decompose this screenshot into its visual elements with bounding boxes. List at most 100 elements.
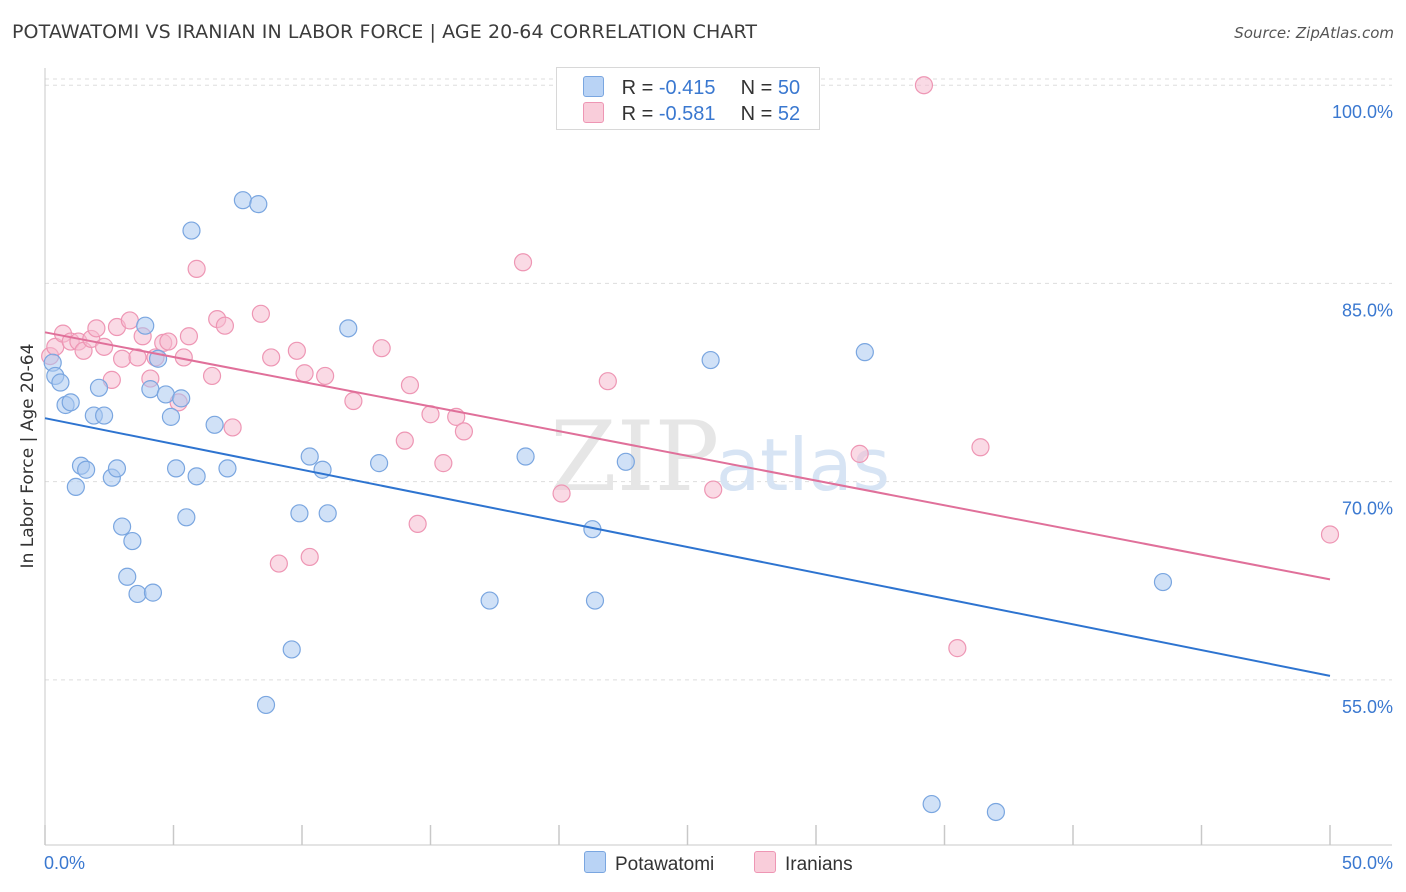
y-tick-label: 70.0% (1342, 499, 1393, 519)
iranians-point (269, 554, 288, 573)
iranians-point (454, 422, 474, 441)
iranians-point (262, 348, 281, 367)
potawatomi-point (339, 319, 358, 338)
potawatomi-point (118, 567, 137, 586)
series-legend-label: Potawatomi (615, 854, 715, 875)
legend-r-label: R = (621, 77, 654, 99)
potawatomi-point (480, 591, 499, 610)
legend-n-label: N = (740, 77, 773, 99)
legend-r-label: R = (621, 103, 654, 125)
potawatomi-point (107, 459, 127, 478)
potawatomi-point (616, 452, 635, 471)
iranians-point (295, 364, 314, 383)
potawatomi-point (205, 415, 224, 434)
iranians-point (598, 372, 617, 391)
y-tick-label: 85.0% (1342, 300, 1393, 320)
potawatomi-point (161, 407, 181, 426)
series-legend-potawatomi[interactable]: Potawatomi (584, 851, 714, 876)
potawatomi-trend-line (44, 417, 1331, 677)
iranians-point (372, 339, 391, 358)
potawatomi-point (370, 454, 389, 473)
potawatomi-point (290, 504, 309, 523)
x-tick-label: 0.0% (44, 853, 85, 873)
series-legend-iranians[interactable]: Iranians (754, 851, 853, 876)
potawatomi-point (112, 517, 132, 536)
legend-swatch-pink (583, 102, 604, 123)
potawatomi-point (922, 794, 941, 814)
chart-title: POTAWATOMI VS IRANIAN IN LABOR FORCE | A… (12, 21, 758, 43)
potawatomi-point (177, 508, 196, 527)
potawatomi-point (61, 393, 80, 412)
iranians-point (159, 332, 178, 351)
potawatomi-point (249, 195, 268, 214)
potawatomi-point (218, 459, 237, 478)
iranians-point (223, 418, 242, 437)
iranians-trend-line (44, 331, 1331, 581)
potawatomi-point (123, 531, 142, 551)
legend-n-value: 50 (777, 77, 801, 99)
legend-row-iranians: R = -0.581 N = 52 (583, 102, 800, 128)
potawatomi-point (516, 447, 535, 466)
potawatomi-point (986, 802, 1006, 822)
iranians-point (179, 327, 199, 346)
potawatomi-point (66, 477, 85, 497)
potawatomi-point (256, 695, 276, 715)
iranians-point (112, 349, 132, 368)
iranians-point (344, 391, 363, 411)
watermark: ZIP atlas (550, 401, 890, 513)
iranians-point (95, 337, 114, 356)
series-legend: Potawatomi Iranians (0, 851, 1406, 877)
iranians-point (704, 480, 723, 499)
iranians-point (120, 311, 139, 330)
iranians-points (41, 76, 1340, 658)
potawatomi-point (233, 191, 252, 210)
legend-swatch-blue (584, 851, 606, 873)
series-legend-label: Iranians (785, 854, 853, 875)
iranians-point (128, 348, 147, 367)
potawatomi-point (172, 389, 191, 408)
potawatomi-point (51, 373, 70, 392)
iranians-point (287, 341, 306, 360)
iranians-point (1320, 525, 1340, 544)
iranians-point (948, 639, 967, 658)
potawatomi-point (95, 406, 114, 425)
iranians-point (215, 316, 234, 335)
grid-layer (45, 78, 1392, 681)
legend-row-potawatomi: R = -0.415 N = 50 (583, 76, 800, 102)
potawatomi-point (855, 343, 874, 362)
legend-n-label: N = (740, 103, 773, 125)
x-tick-label: 50.0% (1342, 853, 1393, 873)
iranians-point (316, 366, 335, 386)
potawatomi-point (156, 385, 175, 404)
axes-layer (44, 68, 1392, 846)
potawatomi-point (585, 591, 605, 610)
potawatomi-point (166, 459, 186, 478)
tick-labels: 55.0% 70.0% 85.0% 100.0% 0.0% 50.0% (44, 102, 1393, 873)
iranians-point (552, 484, 571, 503)
potawatomi-point (136, 316, 155, 335)
potawatomi-point (77, 460, 96, 479)
potawatomi-point (128, 584, 147, 604)
iranians-point (300, 547, 319, 567)
iranians-point (400, 376, 420, 395)
potawatomi-point (1153, 572, 1173, 592)
iranians-point (513, 253, 533, 272)
legend-swatch-pink (754, 851, 776, 873)
iranians-point (87, 319, 106, 338)
potawatomi-point (187, 467, 206, 486)
potawatomi-point (143, 583, 163, 602)
y-tick-label: 55.0% (1342, 697, 1393, 717)
iranians-point (434, 454, 453, 473)
correlation-legend: R = -0.415 N = 50 R = -0.581 N = 52 (556, 67, 820, 130)
legend-r-value: -0.415 (658, 77, 716, 99)
iranians-point (187, 259, 206, 278)
legend-r-value: -0.581 (658, 103, 716, 125)
iranians-point (850, 444, 869, 463)
iranians-point (202, 366, 222, 386)
potawatomi-point (141, 380, 160, 399)
potawatomi-point (318, 504, 337, 523)
potawatomi-point (182, 221, 201, 240)
legend-n-value: 52 (777, 103, 801, 125)
iranians-point (914, 76, 934, 95)
